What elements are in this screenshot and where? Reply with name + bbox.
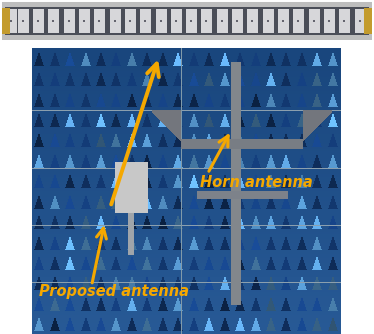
Text: Horn antenna: Horn antenna (200, 175, 313, 190)
Text: Proposed antenna: Proposed antenna (39, 284, 189, 299)
